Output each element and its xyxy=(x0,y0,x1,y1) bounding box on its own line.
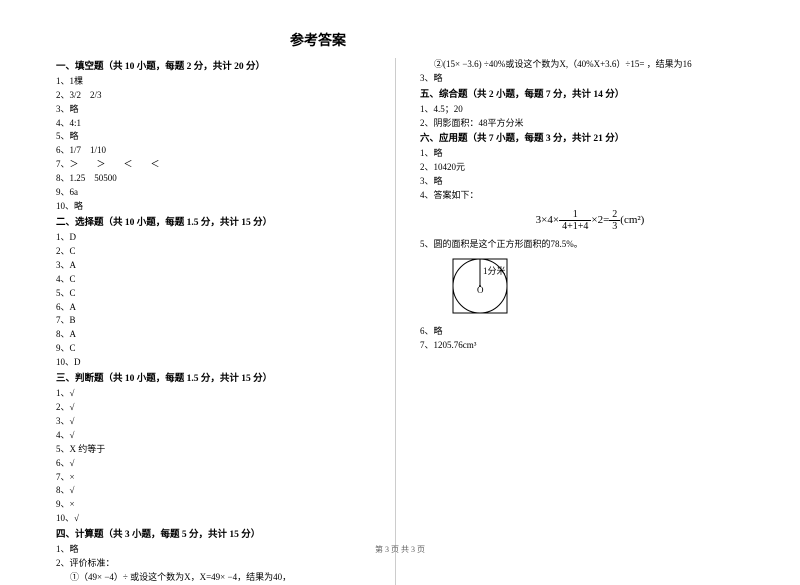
page-footer: 第 3 页 共 3 页 xyxy=(0,544,800,555)
s1-item: 9、6a xyxy=(56,186,383,200)
s6-item: 3、略 xyxy=(420,175,760,189)
formula: 3×4×14+1+4×2=23(cm²) xyxy=(420,209,760,232)
s6-item: 1、略 xyxy=(420,147,760,161)
s3-item: 5、X 约等于 xyxy=(56,443,383,457)
formula-mid: ×2= xyxy=(591,214,609,226)
s1-item: 6、1/7 1/10 xyxy=(56,144,383,158)
s1-item: 4、4:1 xyxy=(56,117,383,131)
s3-item: 7、× xyxy=(56,471,383,485)
s3-item: 8、√ xyxy=(56,484,383,498)
section-2-header: 二、选择题（共 10 小题，每题 1.5 分，共计 15 分） xyxy=(56,216,383,231)
s3-item: 4、√ xyxy=(56,429,383,443)
s1-item: 1、1棵 xyxy=(56,75,383,89)
section-6-header: 六、应用题（共 7 小题，每题 3 分，共计 21 分） xyxy=(420,132,760,147)
s3-item: 3、√ xyxy=(56,415,383,429)
frac-den2: 3 xyxy=(609,221,620,232)
right-column: ②(15× −3.6) ÷40%或设这个数为X,（40%X+3.6）÷15= ，… xyxy=(420,58,760,585)
s2-item: 6、A xyxy=(56,301,383,315)
diagram-svg: 1分米 O xyxy=(450,256,510,316)
section-1-header: 一、填空题（共 10 小题，每题 2 分，共计 20 分） xyxy=(56,60,383,75)
circle-square-diagram: 1分米 O xyxy=(450,256,760,321)
s6-item: 4、答案如下： xyxy=(420,189,760,203)
s2-item: 9、C xyxy=(56,342,383,356)
s4-sub2: ②(15× −3.6) ÷40%或设这个数为X,（40%X+3.6）÷15= ，… xyxy=(420,58,760,72)
s1-item: 5、略 xyxy=(56,130,383,144)
section-3-header: 三、判断题（共 10 小题，每题 1.5 分，共计 15 分） xyxy=(56,372,383,387)
formula-suffix: (cm²) xyxy=(620,214,644,226)
formula-prefix: 3×4× xyxy=(536,214,559,226)
fraction-1: 14+1+4 xyxy=(559,209,591,232)
diagram-center-icon xyxy=(479,285,481,287)
s1-item: 2、3/2 2/3 xyxy=(56,89,383,103)
s3-item: 2、√ xyxy=(56,401,383,415)
s6-item: 6、略 xyxy=(420,325,760,339)
s1-item: 10、略 xyxy=(56,200,383,214)
s1-item: 8、1.25 50500 xyxy=(56,172,383,186)
s4-item: 2、评价标准： xyxy=(56,557,383,571)
s4-item3: 3、略 xyxy=(420,72,760,86)
s3-item: 10、√ xyxy=(56,512,383,526)
s2-item: 5、C xyxy=(56,287,383,301)
frac-num: 1 xyxy=(559,209,591,221)
s2-item: 10、D xyxy=(56,356,383,370)
diagram-label: 1分米 xyxy=(483,265,506,276)
s6-item: 7、1205.76cm³ xyxy=(420,339,760,353)
frac-den: 4+1+4 xyxy=(559,221,591,232)
s5-item: 2、阴影面积：48平方分米 xyxy=(420,117,760,131)
s3-item: 9、× xyxy=(56,498,383,512)
s4-sub: ①（49× −4）÷ 或设这个数为X，X=49× −4，结果为40， xyxy=(56,571,383,585)
section-4-header: 四、计算题（共 3 小题，每题 5 分，共计 15 分） xyxy=(56,528,383,543)
columns-wrapper: 一、填空题（共 10 小题，每题 2 分，共计 20 分） 1、1棵 2、3/2… xyxy=(56,58,760,585)
section-5-header: 五、综合题（共 2 小题，每题 7 分，共计 14 分） xyxy=(420,88,760,103)
s2-item: 1、D xyxy=(56,231,383,245)
s3-item: 1、√ xyxy=(56,387,383,401)
s2-item: 7、B xyxy=(56,314,383,328)
s1-item: 3、略 xyxy=(56,103,383,117)
s2-item: 2、C xyxy=(56,245,383,259)
s2-item: 3、A xyxy=(56,259,383,273)
frac-num2: 2 xyxy=(609,209,620,221)
s6-item5: 5、圆的面积是这个正方形面积的78.5%。 xyxy=(420,238,760,252)
s5-item: 1、4.5；20 xyxy=(420,103,760,117)
page-container: 参考答案 一、填空题（共 10 小题，每题 2 分，共计 20 分） 1、1棵 … xyxy=(0,0,800,565)
s6-item: 2、10420元 xyxy=(420,161,760,175)
s2-item: 8、A xyxy=(56,328,383,342)
s1-item: 7、＞ ＞ ＜ ＜ xyxy=(56,158,383,172)
s2-item: 4、C xyxy=(56,273,383,287)
left-column: 一、填空题（共 10 小题，每题 2 分，共计 20 分） 1、1棵 2、3/2… xyxy=(56,58,396,585)
fraction-2: 23 xyxy=(609,209,620,232)
page-title: 参考答案 xyxy=(0,30,760,50)
s3-item: 6、√ xyxy=(56,457,383,471)
